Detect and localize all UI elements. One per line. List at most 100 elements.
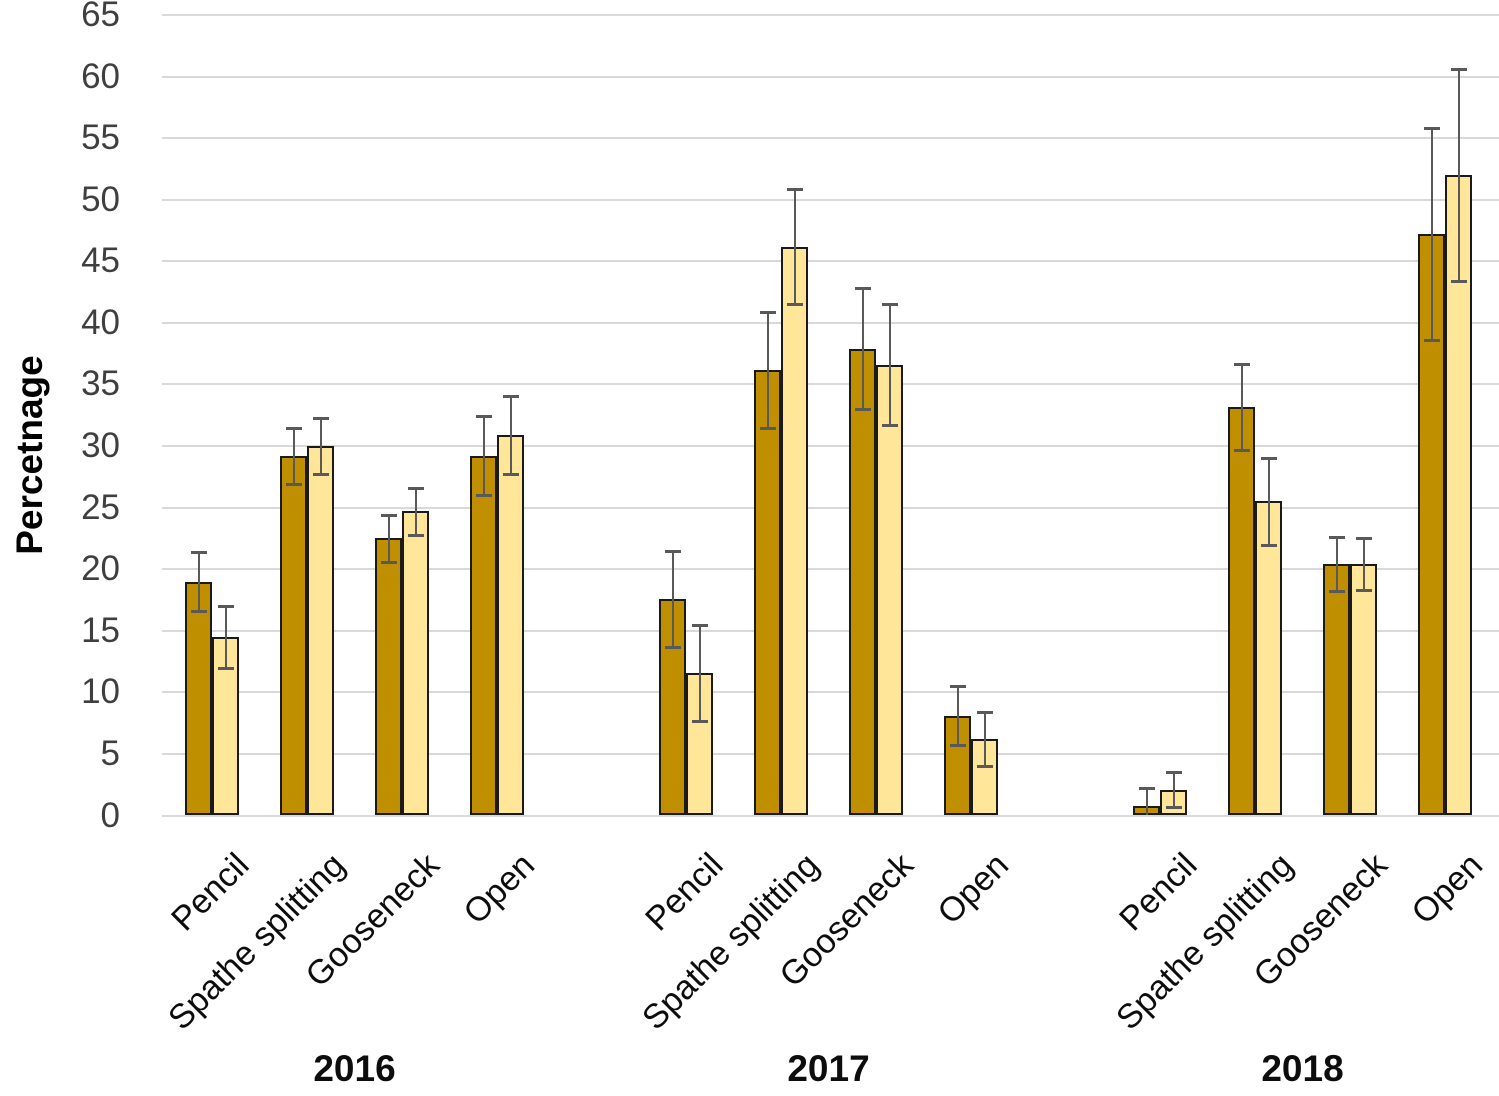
gridline-55	[162, 137, 1499, 140]
year-label-2018: 2018	[1261, 1048, 1344, 1089]
y-tick-5: 5	[100, 733, 120, 773]
error-bar-cap	[1138, 787, 1155, 791]
gridline-25	[162, 506, 1499, 509]
error-bar-cap	[786, 303, 803, 307]
gridline-35	[162, 383, 1499, 386]
error-bar-cap	[949, 685, 966, 689]
error-bar	[793, 188, 796, 305]
bar-2018-gooseneck-light-gold	[1350, 564, 1377, 816]
bar-2016-spathe-splitting-dark-gold	[280, 455, 307, 816]
error-bar	[983, 712, 986, 767]
error-bar-cap	[502, 394, 519, 398]
y-tick-55: 55	[81, 118, 120, 158]
y-tick-45: 45	[81, 241, 120, 281]
error-bar-cap	[759, 310, 776, 314]
error-bar-cap	[854, 408, 871, 412]
gridline-10	[162, 691, 1499, 694]
gridline-15	[162, 629, 1499, 632]
error-bar-cap	[475, 415, 492, 419]
category-label-pencil: Pencil	[1112, 846, 1205, 939]
error-bar-cap	[1260, 457, 1277, 461]
error-bar-cap	[312, 416, 329, 420]
error-bar	[387, 515, 390, 562]
error-bar	[671, 550, 674, 647]
y-tick-30: 30	[81, 426, 120, 466]
error-bar-cap	[1450, 68, 1467, 72]
y-tick-15: 15	[81, 610, 120, 650]
error-bar-cap	[502, 473, 519, 477]
error-bar-cap	[1423, 127, 1440, 131]
error-bar-cap	[664, 549, 681, 553]
error-bar-cap	[1328, 590, 1345, 594]
error-bar-cap	[1260, 543, 1277, 547]
error-bar	[1240, 363, 1243, 450]
error-bar	[1362, 538, 1365, 591]
bar-2016-spathe-splitting-light-gold	[307, 446, 334, 816]
error-bar-cap	[190, 550, 207, 554]
error-bar-cap	[881, 424, 898, 428]
error-bar	[319, 417, 322, 475]
error-bar	[1430, 128, 1433, 341]
error-bar-cap	[380, 514, 397, 517]
gridline-5	[162, 752, 1499, 755]
y-tick-10: 10	[81, 672, 120, 712]
year-label-2016: 2016	[313, 1048, 396, 1089]
error-bar	[1457, 69, 1460, 281]
category-label-pencil: Pencil	[164, 846, 257, 939]
error-bar	[197, 551, 200, 612]
error-bar-cap	[976, 765, 993, 769]
bar-2016-gooseneck-light-gold	[402, 511, 429, 816]
error-bar-cap	[1165, 805, 1182, 809]
error-bar-cap	[691, 719, 708, 723]
y-tick-25: 25	[81, 487, 120, 527]
error-bar	[1267, 458, 1270, 545]
bar-2017-spathe-splitting-dark-gold	[754, 369, 781, 816]
error-bar-cap	[691, 623, 708, 627]
error-bar	[1145, 788, 1148, 816]
error-bar-cap	[881, 303, 898, 307]
error-bar	[292, 427, 295, 485]
error-bar-cap	[380, 560, 397, 564]
error-bar-cap	[285, 426, 302, 430]
error-bar	[861, 288, 864, 410]
y-tick-50: 50	[81, 179, 120, 219]
y-tick-60: 60	[81, 56, 120, 96]
error-bar-cap	[664, 645, 681, 649]
bar-2016-gooseneck-dark-gold	[375, 538, 402, 816]
error-bar-cap	[1328, 536, 1345, 540]
error-bar-cap	[1233, 448, 1250, 452]
error-bar	[509, 395, 512, 475]
y-tick-0: 0	[100, 795, 120, 835]
error-bar-cap	[407, 486, 424, 490]
bar-2017-gooseneck-light-gold	[876, 364, 903, 816]
error-bar-cap	[285, 483, 302, 487]
error-bar-cap	[190, 610, 207, 614]
category-label-pencil: Pencil	[638, 846, 731, 939]
error-bar-cap	[475, 494, 492, 498]
error-bar-cap	[949, 744, 966, 748]
error-bar	[1172, 772, 1175, 807]
y-tick-35: 35	[81, 364, 120, 404]
category-label-open: Open	[1404, 846, 1490, 932]
bar-2018-spathe-splitting-dark-gold	[1228, 406, 1255, 816]
bar-2017-spathe-splitting-light-gold	[781, 246, 808, 816]
bar-2016-open-dark-gold	[470, 455, 497, 816]
error-bar-cap	[217, 666, 234, 670]
error-bar-cap	[976, 711, 993, 715]
bar-2016-open-light-gold	[497, 434, 524, 816]
error-bar	[414, 487, 417, 535]
error-bar	[1335, 537, 1338, 592]
gridline-50	[162, 198, 1499, 201]
error-bar-cap	[407, 533, 424, 537]
error-bar	[482, 416, 485, 496]
bar-2016-pencil-dark-gold	[185, 581, 212, 816]
category-label-open: Open	[930, 846, 1016, 932]
error-bar-cap	[312, 473, 329, 477]
error-bar-cap	[759, 426, 776, 430]
error-bar-cap	[1233, 362, 1250, 366]
gridline-40	[162, 321, 1499, 324]
error-bar	[698, 624, 701, 721]
y-tick-65: 65	[81, 0, 120, 34]
error-bar-cap	[217, 605, 234, 609]
